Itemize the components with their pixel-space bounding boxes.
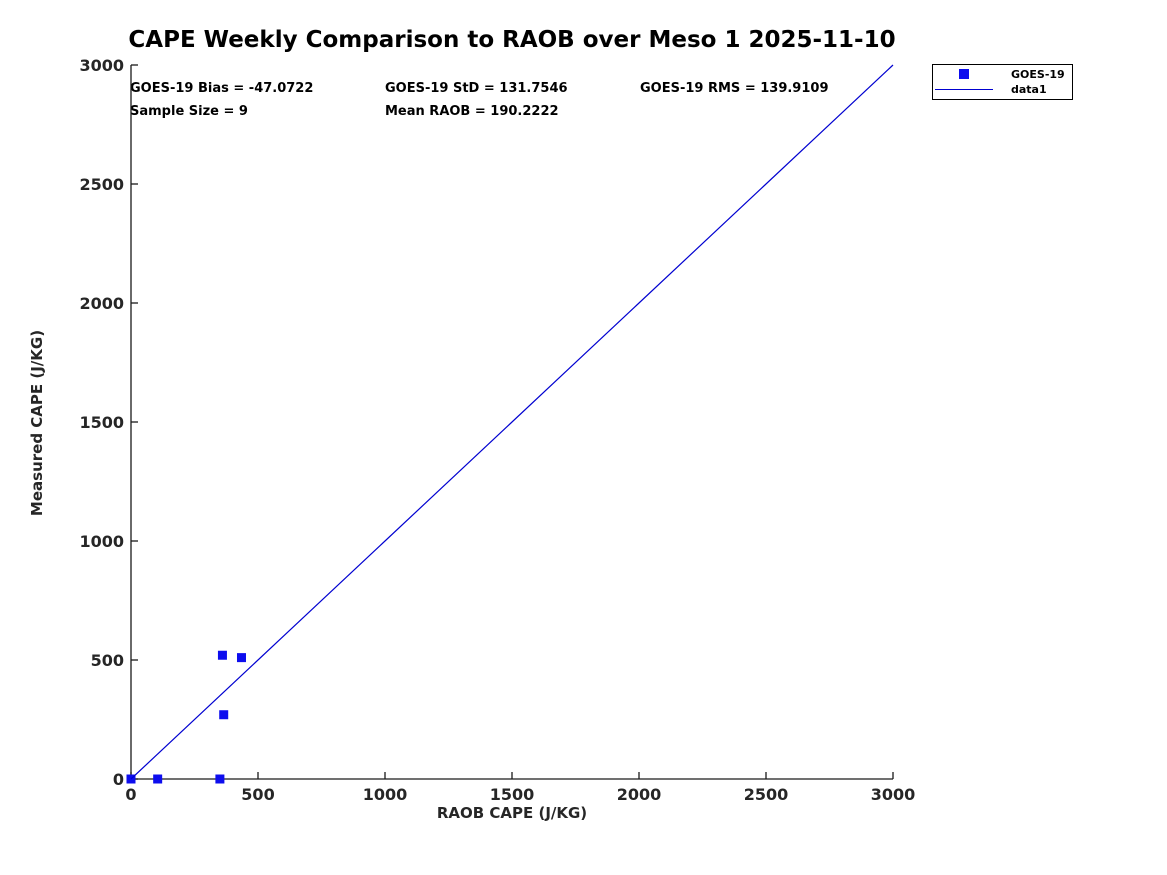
legend: GOES-19 data1 — [932, 64, 1073, 100]
stat-mean-raob: Mean RAOB = 190.2222 — [385, 104, 559, 119]
data-point-marker — [215, 774, 225, 784]
y-tick-label: 2000 — [79, 294, 124, 313]
legend-line-marker-icon — [933, 89, 995, 91]
data-point-marker — [219, 710, 229, 720]
x-tick-label: 1500 — [490, 785, 535, 804]
y-tick-label: 0 — [113, 770, 124, 789]
legend-entry-goes19: GOES-19 — [933, 67, 1072, 81]
x-axis-label: RAOB CAPE (J/KG) — [436, 804, 588, 822]
stat-std: GOES-19 StD = 131.7546 — [385, 81, 568, 96]
y-tick-label: 500 — [91, 651, 124, 670]
square-marker-icon — [959, 69, 969, 80]
data-point-marker — [217, 650, 227, 660]
y-tick-label: 2500 — [79, 175, 124, 194]
stat-bias: GOES-19 Bias = -47.0722 — [130, 81, 314, 96]
line-marker-icon — [935, 89, 993, 91]
x-tick-label: 1000 — [363, 785, 408, 804]
y-tick-label: 1500 — [79, 413, 124, 432]
x-tick-label: 0 — [125, 785, 136, 804]
stat-sample-size: Sample Size = 9 — [130, 104, 248, 119]
legend-label: data1 — [1011, 83, 1047, 97]
x-tick-label: 2000 — [617, 785, 662, 804]
chart-title: CAPE Weekly Comparison to RAOB over Meso… — [128, 27, 896, 53]
data-point-marker — [236, 653, 246, 663]
x-tick-label: 500 — [241, 785, 274, 804]
legend-label: GOES-19 — [1011, 67, 1065, 81]
stat-rms: GOES-19 RMS = 139.9109 — [640, 81, 829, 96]
y-tick-label: 1000 — [79, 532, 124, 551]
x-tick-label: 2500 — [744, 785, 789, 804]
data-point-marker — [153, 774, 163, 784]
y-axis-label: Measured CAPE (J/KG) — [28, 329, 46, 517]
y-tick-label: 3000 — [79, 56, 124, 75]
x-tick-label: 3000 — [871, 785, 916, 804]
legend-entry-data1: data1 — [933, 83, 1072, 97]
legend-square-marker-icon — [933, 69, 995, 80]
identity-line — [130, 64, 894, 780]
